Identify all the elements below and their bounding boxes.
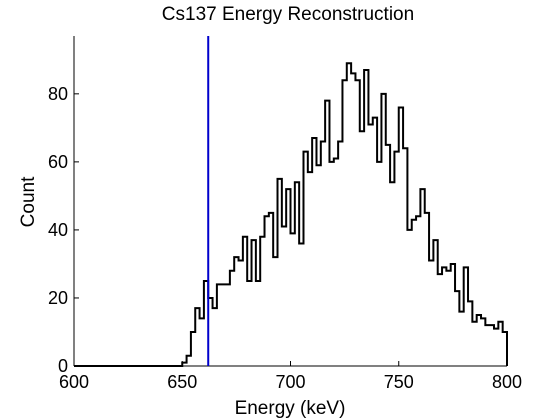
y-tick-label: 20 — [48, 288, 68, 308]
chart-title: Cs137 Energy Reconstruction — [162, 4, 414, 25]
x-axis-label: Energy (keV) — [235, 398, 346, 419]
x-tick-label: 700 — [275, 372, 305, 392]
x-ticks: 600 650 700 750 800 — [59, 361, 522, 392]
y-ticks: 0 20 40 60 80 — [48, 84, 79, 376]
x-tick-label: 650 — [167, 372, 197, 392]
x-tick-label: 800 — [492, 372, 522, 392]
y-tick-label: 60 — [48, 152, 68, 172]
y-axis-label: Count — [18, 176, 39, 227]
y-tick-label: 80 — [48, 84, 68, 104]
y-tick-label: 40 — [48, 220, 68, 240]
x-tick-label: 600 — [59, 372, 89, 392]
histogram-series — [74, 62, 508, 367]
y-tick-label: 0 — [58, 356, 68, 376]
x-tick-label: 750 — [384, 372, 414, 392]
